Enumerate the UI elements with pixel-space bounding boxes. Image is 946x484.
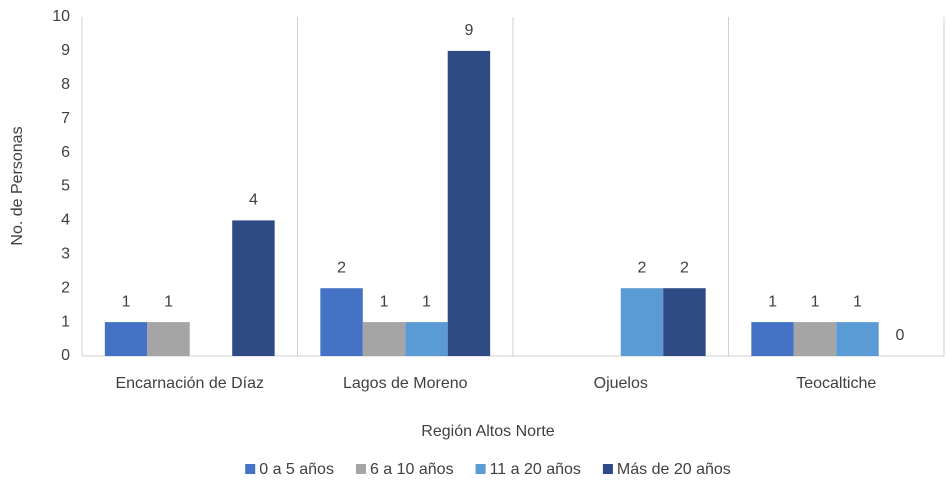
legend-marker [602, 464, 613, 474]
value-label: 2 [337, 259, 346, 276]
bar [751, 322, 794, 356]
bar [836, 322, 879, 356]
value-label: 0 [895, 327, 904, 344]
y-tick-label: 6 [61, 144, 70, 161]
value-label: 1 [811, 293, 820, 310]
x-tick-label: Encarnación de Díaz [115, 375, 264, 392]
value-label: 1 [380, 293, 389, 310]
value-label: 4 [249, 192, 258, 209]
bar [405, 322, 448, 356]
bar [663, 288, 706, 356]
value-label: 1 [164, 293, 173, 310]
y-tick-label: 9 [61, 42, 70, 59]
y-tick-label: 1 [61, 313, 70, 330]
legend-marker [355, 464, 366, 474]
bar [104, 322, 148, 356]
legend-label: 6 a 10 años [370, 461, 454, 478]
y-tick-label: 8 [61, 76, 70, 93]
bar [147, 322, 190, 356]
y-tick-label: 0 [61, 347, 70, 364]
value-label: 2 [638, 259, 647, 276]
y-tick-label: 10 [52, 8, 70, 25]
legend-marker [475, 464, 486, 474]
y-tick-label: 2 [61, 279, 70, 296]
x-tick-label: Ojuelos [594, 375, 648, 392]
bar [793, 322, 837, 356]
bar [362, 322, 406, 356]
legend-label: 11 a 20 años [490, 461, 581, 478]
value-label: 1 [853, 293, 862, 310]
value-label: 2 [680, 259, 689, 276]
value-label: 1 [768, 293, 777, 310]
x-axis-label: Región Altos Norte [421, 423, 555, 440]
y-axis-label: No. de Personas [9, 126, 26, 245]
legend-marker [245, 464, 256, 474]
bar [447, 50, 491, 357]
bar [232, 220, 275, 356]
y-tick-label: 7 [61, 110, 70, 127]
x-tick-label: Teocaltiche [796, 375, 876, 392]
y-tick-label: 4 [61, 212, 70, 229]
value-label: 1 [122, 293, 131, 310]
value-label: 9 [464, 22, 473, 39]
x-tick-label: Lagos de Moreno [343, 375, 468, 392]
bar [320, 288, 363, 356]
bar [620, 288, 664, 356]
y-tick-label: 5 [61, 178, 70, 195]
legend-label: 0 a 5 años [259, 461, 334, 478]
value-label: 1 [422, 293, 431, 310]
y-tick-label: 3 [61, 246, 70, 263]
legend-label: Más de 20 años [617, 461, 731, 478]
